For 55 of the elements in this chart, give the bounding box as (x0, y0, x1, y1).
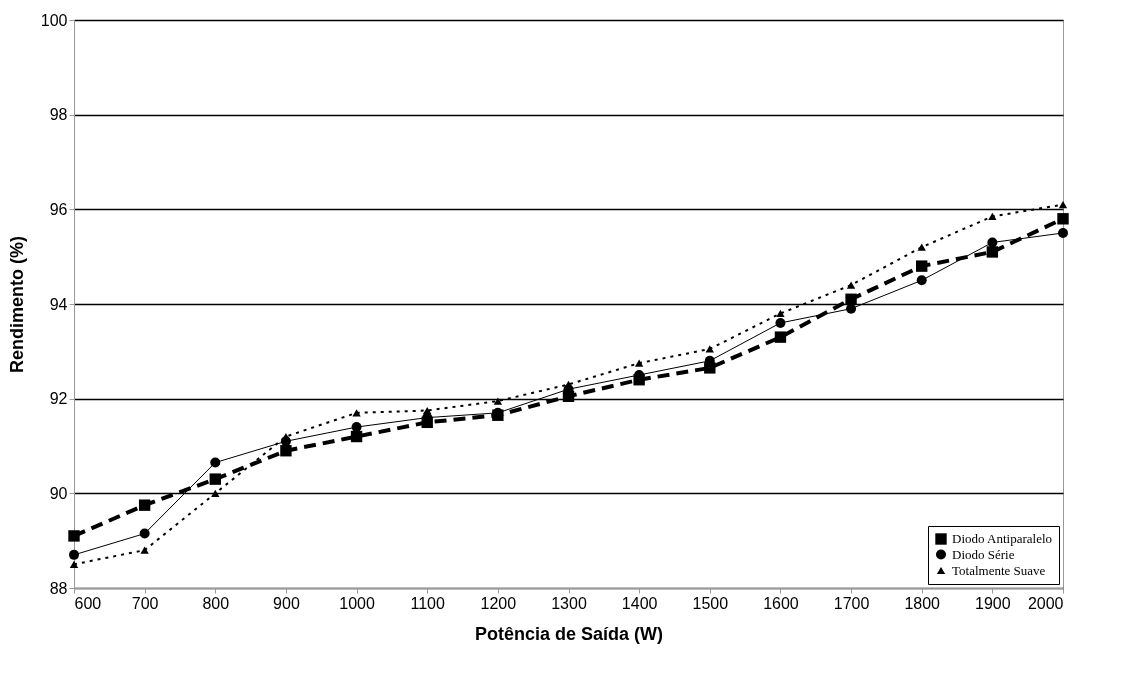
point (140, 546, 149, 554)
x-axis-title: Potência de Saída (W) (474, 623, 664, 644)
x-tick-label: 800 (202, 594, 230, 612)
point (139, 528, 150, 539)
point (280, 445, 292, 457)
point (209, 473, 221, 485)
point (493, 397, 503, 405)
x-tick-label: 1700 (833, 594, 870, 612)
point (705, 345, 714, 353)
x-tick-label: 1900 (975, 594, 1011, 612)
x-tick-label: 1500 (692, 594, 729, 612)
point (423, 406, 432, 415)
point (138, 499, 151, 511)
point (917, 243, 926, 251)
point (69, 549, 79, 560)
y-tick-label: 94 (49, 295, 68, 313)
x-tick-label: 1300 (551, 594, 587, 612)
legend-label: Totalmente Suave (952, 562, 1046, 578)
point (916, 275, 927, 286)
legend-label: Diodo Antiparalelo (952, 531, 1053, 546)
x-tick-label: 1600 (763, 594, 799, 612)
point (634, 359, 644, 367)
y-tick-label: 92 (49, 390, 68, 408)
y-axis-title: Rendimento (%) (6, 236, 27, 373)
point (916, 260, 928, 272)
point (774, 331, 787, 343)
point (1057, 213, 1069, 225)
y-tick-label: 96 (49, 200, 68, 218)
y-tick-label: 100 (40, 11, 68, 29)
y-tick-label: 98 (49, 106, 68, 124)
x-tick-label: 600 (74, 594, 102, 612)
point (1058, 228, 1068, 238)
point (775, 317, 786, 328)
x-tick-label: 700 (131, 594, 159, 612)
y-tick-label: 88 (49, 579, 68, 597)
point (776, 309, 785, 318)
x-tick-label: 1000 (339, 594, 375, 612)
point (987, 237, 998, 248)
x-tick-label: 1400 (621, 594, 658, 612)
point (68, 530, 80, 542)
point (1058, 200, 1068, 209)
point (846, 281, 856, 289)
legend-label: Diodo Série (952, 546, 1015, 562)
point (845, 293, 857, 305)
point (988, 212, 997, 221)
x-tick-label: 1800 (904, 594, 941, 612)
point (211, 489, 220, 497)
point (69, 560, 79, 568)
x-tick-label: 900 (273, 594, 300, 612)
point (210, 457, 221, 468)
y-tick-label: 90 (49, 484, 68, 502)
x-tick-label: 1200 (480, 594, 517, 612)
x-tick-label: 1100 (410, 594, 446, 612)
x-tick-label: 2000 (1027, 594, 1064, 612)
point (986, 246, 999, 258)
